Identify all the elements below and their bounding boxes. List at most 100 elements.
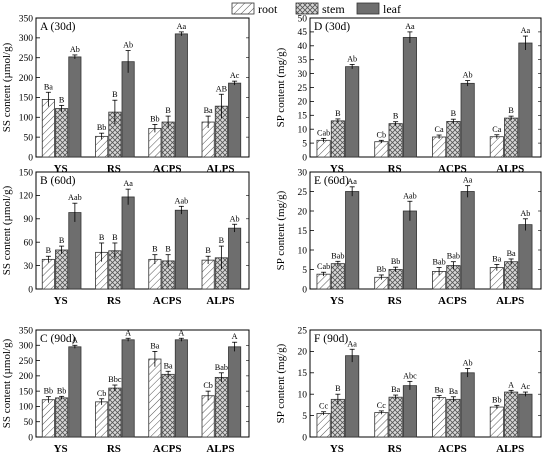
legend-label-leaf: leaf	[383, 2, 401, 16]
significance-label: Ba	[44, 82, 53, 91]
y-tick-label: 150	[19, 94, 34, 104]
y-tick-label: 35	[298, 56, 308, 66]
bar-group-rs: Bb Bb Aab	[374, 191, 417, 290]
significance-label: A	[72, 335, 78, 344]
y-tick-label: 25	[298, 188, 308, 198]
significance-label: Ca	[435, 125, 444, 134]
bar-group-acps: B B Aab	[148, 196, 189, 290]
y-tick-label: 20	[298, 98, 308, 108]
bar-leaf-ys	[68, 56, 82, 158]
y-tick-label: 200	[19, 372, 34, 382]
significance-label: Bab	[432, 258, 445, 267]
significance-label: B	[205, 246, 211, 255]
significance-label: Aab	[68, 193, 82, 202]
significance-label: Cab	[317, 262, 330, 271]
y-tick-label: 50	[298, 14, 308, 24]
significance-label: B	[508, 106, 514, 115]
significance-label: Cb	[377, 130, 387, 139]
significance-label: Bbc	[108, 375, 122, 384]
x-category-label: ACPS	[438, 295, 467, 307]
bar-leaf-rs	[402, 385, 417, 438]
y-axis-label: SP content (mg/g)	[275, 343, 287, 423]
y-tick-label: 50	[24, 418, 34, 428]
bar-leaf-acps	[460, 82, 475, 158]
bar-stem-ys	[55, 249, 69, 290]
y-tick-label: 10	[298, 391, 308, 401]
bar-stem-rs	[388, 123, 403, 158]
y-tick-label: 120	[19, 192, 34, 202]
bar-root-ys	[41, 99, 55, 158]
bar-leaf-acps	[460, 191, 475, 290]
significance-label: A	[125, 328, 131, 337]
bar-leaf-alps	[228, 346, 242, 438]
significance-label: Bb	[391, 257, 401, 266]
significance-label: B	[59, 95, 65, 104]
y-tick-label: 25	[298, 84, 308, 94]
y-tick-label: 30	[24, 262, 34, 272]
legend-swatch-root	[231, 2, 255, 15]
bar-group-alps: Ba Ba Ab	[489, 209, 533, 290]
significance-label: Bab	[447, 252, 460, 261]
bar-group-acps: Ba Ba A	[148, 328, 188, 438]
y-tick-label: 20	[298, 348, 308, 358]
significance-label: B	[219, 236, 225, 245]
bar-group-acps: Ba Ba Ab	[432, 359, 475, 438]
bar-stem-alps	[504, 391, 519, 438]
significance-label: Ab	[123, 41, 133, 50]
bar-leaf-alps	[518, 224, 533, 290]
bar-group-ys: Cc B Aa	[316, 339, 360, 438]
panel-title: B (60d)	[40, 175, 76, 187]
significance-label: Ab	[463, 359, 473, 368]
significance-label: Bb	[97, 123, 107, 132]
panel-F: 0 5 10 15 20 25 SP content (mg/g) F (90d) Cc B Aa Y…	[275, 326, 542, 455]
significance-label: A	[178, 328, 184, 337]
bar-root-rs	[374, 141, 389, 158]
bar-leaf-ys	[345, 191, 360, 290]
y-tick-label: 0	[302, 153, 307, 163]
bar-group-acps: Bb B Aa	[148, 22, 188, 158]
significance-label: Aa	[177, 22, 187, 31]
y-tick-label: 10	[298, 246, 308, 256]
bar-leaf-acps	[174, 339, 188, 438]
x-category-label: RS	[107, 443, 121, 455]
bar-stem-rs	[388, 269, 403, 290]
significance-label: B	[335, 109, 341, 118]
legend-item-root: root	[231, 2, 278, 16]
significance-label: Ab	[70, 45, 80, 54]
panel-C: 0 50 100 150 200 250 300 350 SS content (µmol/g)…	[1, 326, 250, 455]
significance-label: Ab	[347, 54, 357, 63]
bar-leaf-acps	[174, 33, 188, 158]
significance-label: B	[335, 384, 341, 393]
significance-label: Bb	[377, 265, 387, 274]
bar-leaf-rs	[121, 196, 135, 290]
significance-label: A	[232, 332, 238, 341]
bar-stem-ys	[55, 397, 69, 438]
y-axis-label: SS content (µmol/g)	[1, 338, 13, 428]
bar-leaf-alps	[518, 393, 533, 438]
y-tick-label: 0	[28, 153, 33, 163]
significance-label: B	[59, 236, 65, 245]
significance-label: B	[112, 233, 118, 242]
y-tick-label: 5	[302, 266, 307, 276]
x-category-label: ALPS	[206, 163, 234, 175]
bar-leaf-acps	[460, 372, 475, 438]
bar-group-rs: Cb B Aa	[374, 22, 417, 158]
x-category-label: ALPS	[496, 443, 524, 455]
bar-group-ys: Ba B Ab	[41, 45, 82, 158]
bar-leaf-rs	[121, 339, 135, 438]
bar-stem-ys	[55, 108, 69, 158]
bar-group-alps: Ca B Aa	[489, 26, 533, 158]
significance-label: Aab	[175, 196, 189, 205]
bar-leaf-acps	[174, 209, 188, 290]
significance-label: Bab	[215, 363, 228, 372]
significance-label: Ab	[463, 71, 473, 80]
bar-root-ys	[41, 258, 55, 290]
bar-root-alps	[201, 395, 215, 438]
x-category-label: ACPS	[153, 163, 182, 175]
y-tick-label: 300	[19, 342, 34, 352]
y-tick-label: 90	[24, 215, 34, 225]
bar-root-alps	[489, 267, 504, 290]
